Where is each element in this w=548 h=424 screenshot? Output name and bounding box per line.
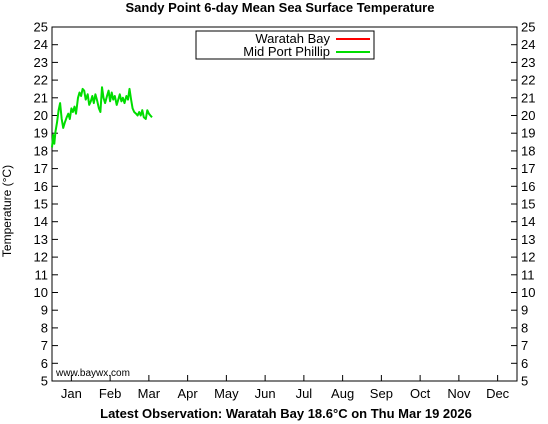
- y-tick-label-right: 19: [521, 126, 535, 141]
- x-axis-label: Latest Observation: Waratah Bay 18.6°C o…: [100, 406, 472, 421]
- y-tick-label-right: 9: [521, 303, 528, 318]
- x-tick-label: May: [214, 386, 239, 401]
- y-tick-label-right: 25: [521, 20, 535, 35]
- y-tick-label-right: 16: [521, 179, 535, 194]
- x-tick-label: Dec: [486, 386, 510, 401]
- y-tick-label-left: 25: [34, 20, 48, 35]
- x-tick-label: Jun: [255, 386, 276, 401]
- x-tick-label: Apr: [178, 386, 199, 401]
- y-tick-label-right: 22: [521, 73, 535, 88]
- y-tick-label-left: 17: [34, 161, 48, 176]
- x-tick-label: Jul: [296, 386, 313, 401]
- x-tick-label: Aug: [331, 386, 354, 401]
- y-tick-label-right: 23: [521, 55, 535, 70]
- y-tick-label-right: 7: [521, 338, 528, 353]
- y-tick-label-right: 10: [521, 285, 535, 300]
- y-tick-label-left: 10: [34, 285, 48, 300]
- series-line-mid-port-phillip: [51, 86, 153, 148]
- x-tick-label: Mar: [138, 386, 161, 401]
- y-tick-label-left: 23: [34, 55, 48, 70]
- y-tick-label-left: 7: [41, 338, 48, 353]
- y-tick-label-right: 18: [521, 143, 535, 158]
- y-tick-label-right: 14: [521, 214, 535, 229]
- y-tick-label-left: 21: [34, 90, 48, 105]
- x-tick-label: Oct: [410, 386, 431, 401]
- y-tick-label-right: 5: [521, 374, 528, 389]
- y-tick-label-right: 11: [521, 267, 535, 282]
- y-tick-label-right: 12: [521, 250, 535, 265]
- legend-entry-waratah-bay: Waratah Bay: [255, 31, 330, 46]
- y-tick-label-right: 17: [521, 161, 535, 176]
- y-tick-label-left: 18: [34, 143, 48, 158]
- y-tick-label-right: 20: [521, 108, 535, 123]
- y-tick-label-right: 13: [521, 232, 535, 247]
- x-tick-label: Nov: [447, 386, 471, 401]
- y-axis-label: Temperature (°C): [0, 165, 14, 257]
- watermark: www.baywx.com: [55, 368, 130, 379]
- y-tick-label-left: 14: [34, 214, 48, 229]
- y-tick-label-left: 19: [34, 126, 48, 141]
- y-tick-label-left: 5: [41, 374, 48, 389]
- y-tick-label-left: 11: [35, 267, 49, 282]
- x-tick-label: Feb: [99, 386, 121, 401]
- y-tick-label-right: 8: [521, 320, 528, 335]
- x-tick-label: Jan: [61, 386, 82, 401]
- y-tick-label-right: 21: [521, 90, 535, 105]
- y-tick-label-left: 20: [34, 108, 48, 123]
- legend-entry-mid-port-phillip: Mid Port Phillip: [243, 44, 330, 59]
- y-tick-label-right: 6: [521, 356, 528, 371]
- plot-frame: [51, 26, 518, 382]
- y-tick-label-left: 9: [41, 303, 48, 318]
- y-tick-label-left: 8: [41, 320, 48, 335]
- legend-box: [195, 30, 375, 60]
- y-tick-label-left: 6: [41, 356, 48, 371]
- y-tick-label-left: 16: [34, 179, 48, 194]
- y-tick-label-left: 24: [34, 37, 48, 52]
- legend: Waratah Bay Mid Port Phillip: [195, 30, 375, 60]
- y-tick-label-left: 22: [34, 73, 48, 88]
- y-tick-label-left: 12: [34, 250, 48, 265]
- y-tick-label-right: 24: [521, 37, 535, 52]
- y-tick-label-right: 15: [521, 197, 535, 212]
- x-tick-label: Sep: [370, 386, 393, 401]
- chart-title: Sandy Point 6-day Mean Sea Surface Tempe…: [126, 0, 435, 15]
- y-tick-label-left: 15: [34, 197, 48, 212]
- y-tick-label-left: 13: [34, 232, 48, 247]
